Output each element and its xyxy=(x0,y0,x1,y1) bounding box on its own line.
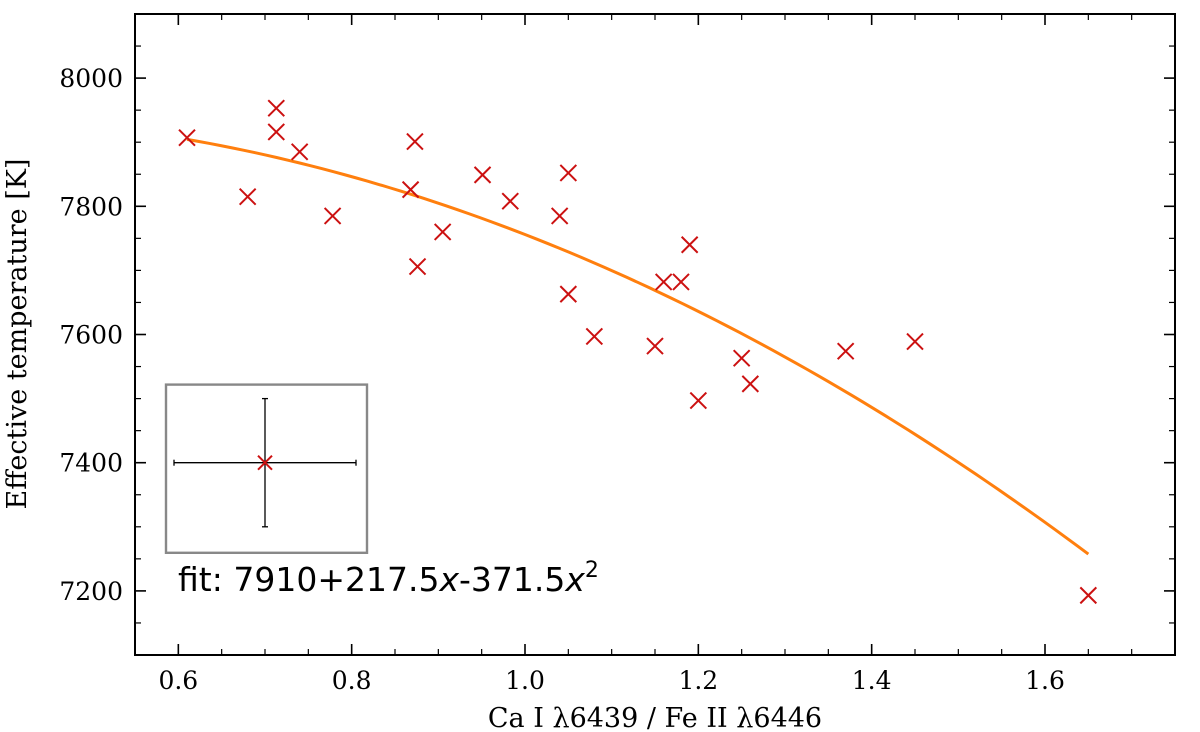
fit-label-prefix: fit: 7910+217.5 xyxy=(178,560,439,599)
data-points xyxy=(178,99,1098,605)
fit-label: fit: 7910+217.5x-371.5x2 xyxy=(178,558,599,599)
y-tick-label: 8000 xyxy=(59,64,123,93)
data-point xyxy=(406,132,424,151)
x-tick-label: 1.6 xyxy=(1025,666,1065,695)
data-point xyxy=(836,342,855,360)
data-point xyxy=(433,223,452,241)
data-point xyxy=(689,391,708,410)
x-tick-label: 1.4 xyxy=(852,666,892,695)
data-point xyxy=(741,375,760,393)
inset-box xyxy=(164,383,369,555)
data-point xyxy=(550,207,569,225)
data-point xyxy=(732,349,751,367)
data-point xyxy=(646,337,664,355)
data-point xyxy=(672,273,690,291)
data-point xyxy=(1079,586,1098,605)
data-point xyxy=(290,143,309,161)
data-point xyxy=(680,236,699,254)
data-point xyxy=(654,273,673,291)
x-tick-label: 0.6 xyxy=(158,666,198,695)
fit-label-power: 2 xyxy=(585,558,599,583)
y-tick-label: 7400 xyxy=(59,449,123,478)
fit-label-var2: x xyxy=(564,560,585,599)
data-point xyxy=(178,129,196,147)
data-point xyxy=(559,285,578,303)
data-point xyxy=(559,164,578,182)
data-point xyxy=(323,207,342,225)
data-point xyxy=(401,180,420,199)
data-point xyxy=(906,332,924,351)
x-tick-labels: 0.6 0.8 1.0 1.2 1.4 1.6 xyxy=(158,666,1064,695)
x-tick-label: 1.0 xyxy=(505,666,545,695)
y-tick-label: 7200 xyxy=(59,577,123,606)
plot-frame xyxy=(134,13,1176,656)
error-bar-inset xyxy=(164,383,369,555)
inset-marker xyxy=(257,454,273,471)
fit-label-middle: -371.5 xyxy=(459,560,565,599)
x-axis-label: Ca I λ6439 / Fe II λ6446 xyxy=(488,703,822,732)
data-point xyxy=(267,123,285,141)
y-axis-label: Effective temperature [K] xyxy=(2,159,33,510)
y-tick-label: 7600 xyxy=(59,321,123,350)
data-point xyxy=(267,99,285,117)
x-tick-label: 1.2 xyxy=(678,666,718,695)
data-point xyxy=(585,327,604,346)
data-point xyxy=(501,192,519,210)
fit-label-var1: x xyxy=(438,560,459,599)
data-point xyxy=(473,166,492,184)
data-point xyxy=(408,257,427,276)
axis-ticks xyxy=(134,13,1176,656)
x-tick-label: 0.8 xyxy=(332,666,372,695)
fit-curve xyxy=(186,137,1090,556)
data-point xyxy=(238,187,257,206)
y-tick-labels: 7200 7400 7600 7800 8000 xyxy=(59,64,123,606)
y-tick-label: 7800 xyxy=(59,192,123,221)
